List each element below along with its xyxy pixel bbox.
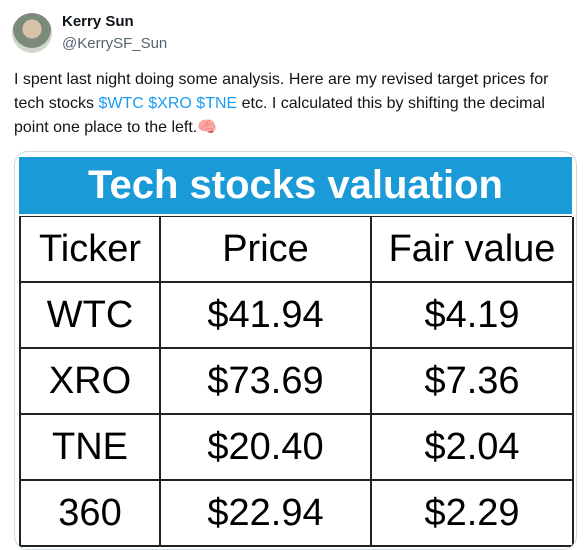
author-name[interactable]: Kerry Sun: [62, 13, 134, 30]
cell: $22.94: [161, 481, 372, 547]
avatar[interactable]: [12, 13, 52, 53]
cell: $4.19: [372, 283, 574, 349]
cashtag[interactable]: $XRO: [148, 95, 192, 112]
cell: $73.69: [161, 349, 372, 415]
tweet-text: I spent last night doing some analysis. …: [14, 68, 579, 140]
cell: $20.40: [161, 415, 372, 481]
table-image[interactable]: Tech stocks valuation Ticker Price Fair va…: [14, 151, 577, 550]
table: Ticker Price Fair value WTC $41.94 $4.19 XRO $7…: [19, 216, 574, 547]
header-cell: Fair value: [372, 217, 574, 283]
cell: $2.04: [372, 415, 574, 481]
text: etc. I calculated this by shifting the d…: [14, 95, 545, 136]
cell: XRO: [21, 349, 161, 415]
header-cell: Price: [161, 217, 372, 283]
cell: WTC: [21, 283, 161, 349]
cell: $41.94: [161, 283, 372, 349]
table-title: Tech stocks valuation: [19, 157, 572, 214]
cashtag[interactable]: $TNE: [196, 95, 238, 112]
cell: 360: [21, 481, 161, 547]
cell: $7.36: [372, 349, 574, 415]
cell: $2.29: [372, 481, 574, 547]
author-handle[interactable]: @KerrySF_Sun: [62, 35, 168, 52]
cashtag[interactable]: $WTC: [98, 95, 144, 112]
cell: TNE: [21, 415, 161, 481]
header-cell: Ticker: [21, 217, 161, 283]
text: I spent last night doing some analysis. …: [14, 71, 549, 112]
